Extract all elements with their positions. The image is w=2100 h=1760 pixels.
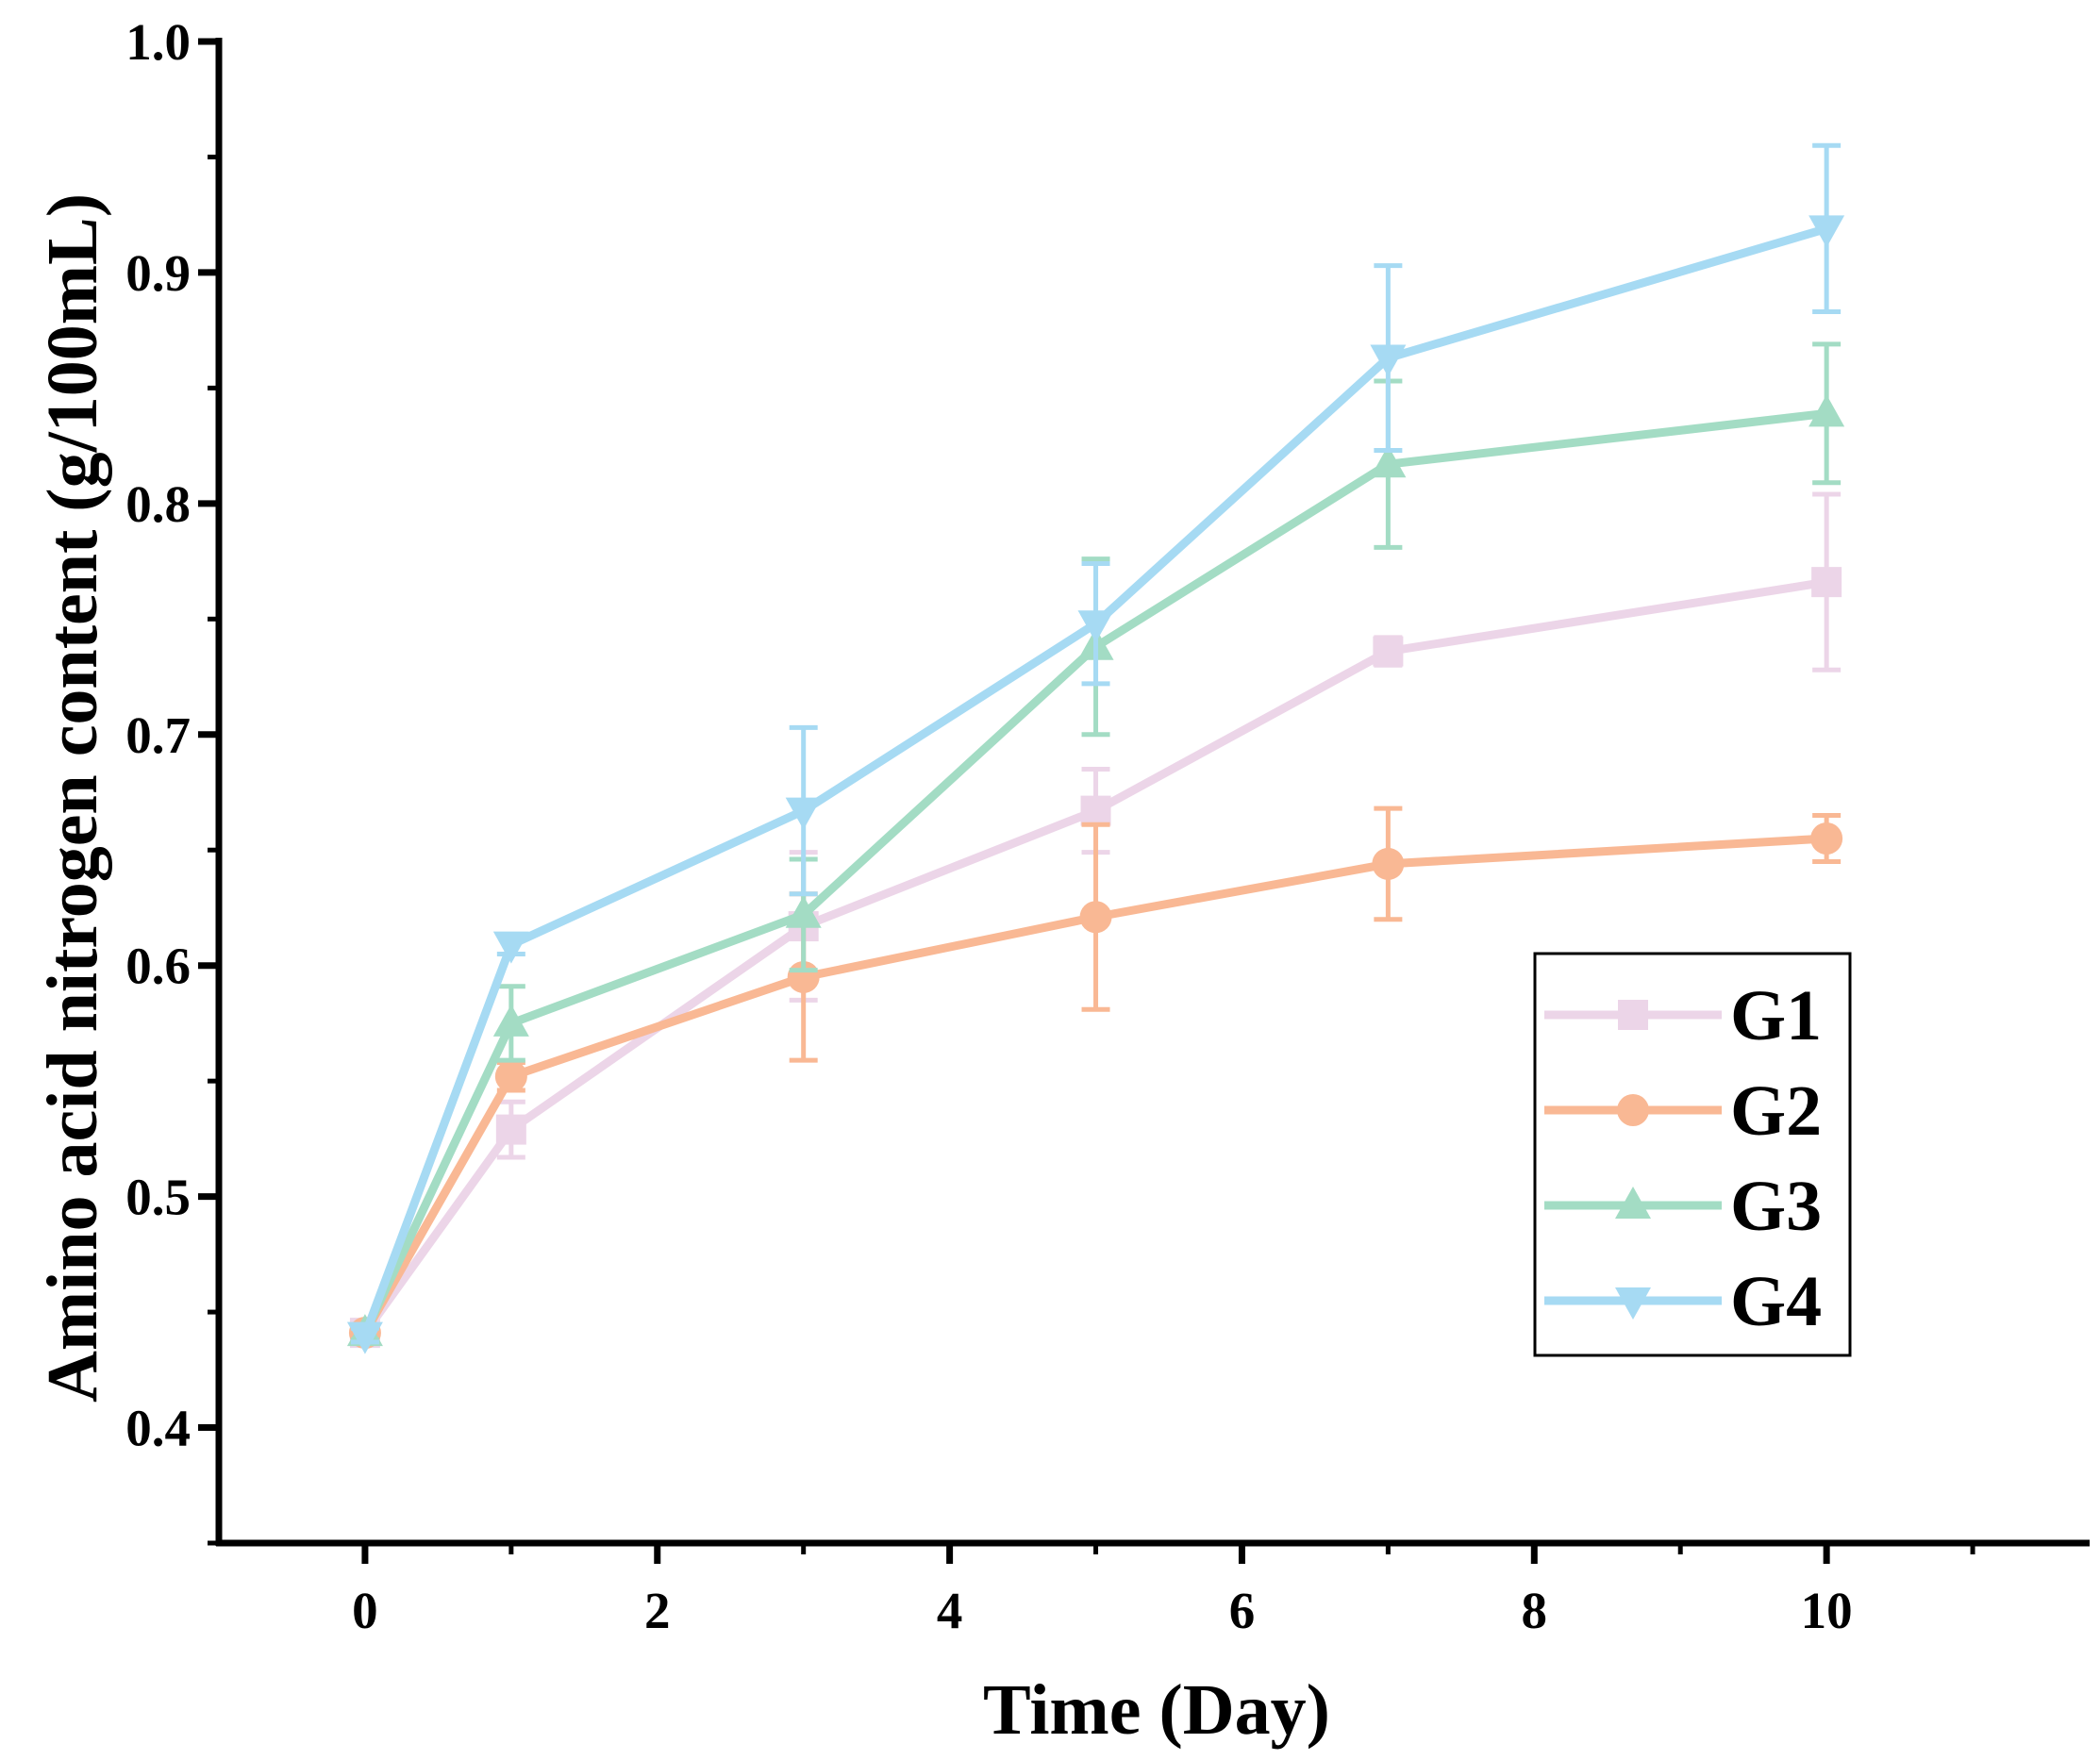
series-g4 bbox=[346, 142, 1845, 1354]
data-point-g1 bbox=[495, 1114, 526, 1145]
data-point-g2 bbox=[494, 1060, 527, 1093]
y-tick-label: 1.0 bbox=[125, 13, 191, 71]
legend-label-g3: G3 bbox=[1730, 1167, 1822, 1246]
data-point-g4 bbox=[1808, 215, 1845, 248]
x-axis-title: Time (Day) bbox=[983, 1670, 1330, 1750]
data-point-g2 bbox=[1810, 822, 1843, 855]
data-point-g1 bbox=[1811, 567, 1842, 598]
data-point-g4 bbox=[1370, 344, 1407, 377]
legend-marker-g1 bbox=[1618, 1000, 1648, 1030]
series-line-g2 bbox=[361, 834, 1827, 1336]
legend-label-g2: G2 bbox=[1730, 1071, 1822, 1151]
y-tick-label: 0.8 bbox=[125, 475, 191, 533]
series-line-g4 bbox=[360, 224, 1828, 1337]
legend-marker-g3 bbox=[1615, 1187, 1651, 1219]
legend-box bbox=[1533, 952, 1852, 1357]
y-axis-title: Amino acid nitrogen content (g/100mL) bbox=[33, 193, 112, 1403]
data-point-g3 bbox=[785, 895, 822, 928]
data-point-g4 bbox=[492, 931, 529, 964]
data-point-g3 bbox=[492, 1004, 529, 1037]
x-tick-label: 10 bbox=[1801, 1582, 1853, 1639]
data-point-g3 bbox=[1370, 445, 1407, 478]
x-tick-label: 8 bbox=[1522, 1582, 1548, 1639]
data-point-g4 bbox=[1077, 610, 1114, 643]
y-tick-label: 0.5 bbox=[125, 1169, 191, 1226]
x-tick-label: 6 bbox=[1229, 1582, 1256, 1639]
y-tick-label: 0.4 bbox=[125, 1400, 191, 1457]
data-point-g1 bbox=[1373, 636, 1404, 667]
data-point-g1 bbox=[1080, 795, 1111, 826]
data-point-g4 bbox=[346, 1321, 383, 1354]
y-tick-label: 0.9 bbox=[125, 244, 191, 302]
x-tick-label: 0 bbox=[352, 1582, 378, 1639]
y-tick-label: 0.7 bbox=[125, 706, 191, 764]
series-line-g3 bbox=[360, 408, 1827, 1336]
legend-label-g1: G1 bbox=[1730, 976, 1822, 1055]
legend-marker-g2 bbox=[1617, 1094, 1649, 1126]
legend-label-g4: G4 bbox=[1730, 1262, 1822, 1341]
series-g1 bbox=[349, 491, 1842, 1349]
series-line-g1 bbox=[361, 577, 1827, 1336]
legend-marker-g4 bbox=[1615, 1287, 1651, 1320]
data-point-g2 bbox=[1372, 847, 1405, 880]
data-point-g2 bbox=[1079, 901, 1112, 934]
y-tick-label: 0.6 bbox=[125, 938, 191, 995]
data-point-g4 bbox=[785, 797, 822, 830]
x-tick-label: 2 bbox=[644, 1582, 671, 1639]
data-point-g3 bbox=[1808, 394, 1845, 427]
x-tick-label: 4 bbox=[937, 1582, 963, 1639]
